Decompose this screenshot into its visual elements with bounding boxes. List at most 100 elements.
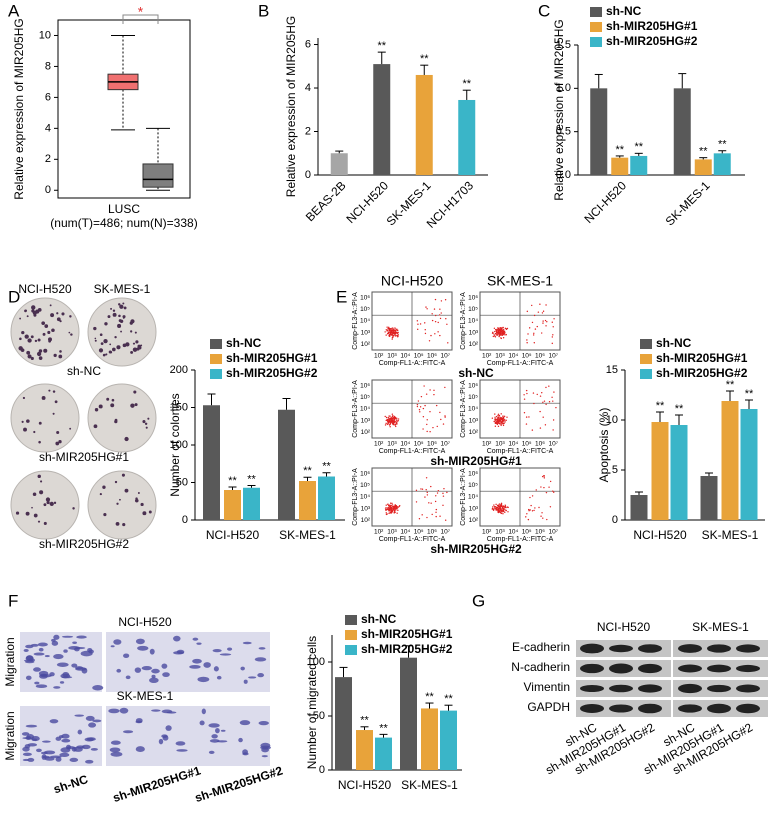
flow-event xyxy=(504,421,506,423)
flow-event xyxy=(446,323,448,326)
flow-axis-label: Comp-FL3-A::PI-A xyxy=(460,380,467,438)
flow-event xyxy=(500,424,502,427)
flow-event xyxy=(498,335,500,338)
colony xyxy=(133,390,137,394)
significance: ** xyxy=(377,40,386,52)
x-tick-label: NCI-H1703 xyxy=(424,178,477,231)
flow-tick-label: 10³ xyxy=(469,417,479,424)
y-tick-label: 1.0 xyxy=(556,82,571,94)
migrated-cell xyxy=(37,642,48,647)
flow-tick-label: 10⁴ xyxy=(468,318,478,325)
row-label: NCI-H520 xyxy=(118,615,172,629)
flow-tick-label: 10² xyxy=(361,517,371,524)
flow-tick-label: 10⁵ xyxy=(522,441,532,448)
migrated-cell xyxy=(38,670,49,677)
flow-event xyxy=(551,342,553,345)
flow-event xyxy=(386,326,388,328)
flow-event xyxy=(501,417,504,420)
migrated-cell xyxy=(162,672,170,678)
migrated-cell xyxy=(22,752,32,756)
flow-event xyxy=(440,300,443,302)
flow-event xyxy=(531,510,534,512)
colony xyxy=(116,502,119,505)
flow-event xyxy=(500,508,502,510)
flow-event xyxy=(385,329,388,331)
flow-tick-label: 10⁷ xyxy=(549,353,559,360)
flow-event xyxy=(499,418,502,420)
flow-event xyxy=(442,492,444,495)
flow-tick-label: 10³ xyxy=(361,417,371,424)
colony xyxy=(100,342,104,346)
flow-event xyxy=(425,489,427,491)
flow-event xyxy=(546,518,548,521)
colony xyxy=(117,323,122,328)
migrated-cell xyxy=(81,667,88,674)
flow-event xyxy=(391,338,393,340)
flow-event xyxy=(419,411,421,413)
bar xyxy=(299,481,316,520)
legend-swatch xyxy=(590,7,602,17)
flow-event xyxy=(502,326,504,329)
colony xyxy=(42,332,46,336)
flow-event xyxy=(392,332,394,335)
significance: ** xyxy=(634,141,643,153)
significance: ** xyxy=(726,379,735,391)
colony xyxy=(72,507,75,510)
flow-event xyxy=(429,389,431,391)
flow-event xyxy=(494,335,496,337)
flow-event xyxy=(498,333,501,335)
x-axis-label: (num(T)=486; num(N)=338) xyxy=(50,216,197,230)
bar xyxy=(721,401,739,520)
flow-event xyxy=(436,425,438,428)
flow-event xyxy=(396,417,398,420)
flow-event xyxy=(504,505,506,508)
flow-axis-label: Comp-FL3-A::PI-A xyxy=(460,468,467,526)
flow-event xyxy=(435,508,438,511)
flow-event xyxy=(390,510,393,513)
flow-event xyxy=(434,500,437,503)
flow-event xyxy=(424,404,426,407)
bar xyxy=(700,476,718,520)
flow-event xyxy=(541,475,544,478)
migrated-cell xyxy=(31,736,40,742)
y-tick-label: 2 xyxy=(45,153,51,165)
migrated-cell xyxy=(192,658,202,664)
blot-band xyxy=(736,664,760,673)
flow-event xyxy=(534,328,537,330)
migrated-cell xyxy=(55,756,62,762)
panel-letter: E xyxy=(336,287,347,306)
flow-tick-label: 10⁶ xyxy=(535,353,545,360)
colony xyxy=(129,321,133,325)
x-tick-label: SK-MES-1 xyxy=(401,778,458,792)
migrated-cell xyxy=(203,662,211,668)
row-label: SK-MES-1 xyxy=(117,689,174,703)
colony xyxy=(142,420,146,424)
flow-event xyxy=(502,415,504,417)
colony xyxy=(38,440,41,444)
flow-event xyxy=(444,415,446,417)
flow-event xyxy=(531,321,534,324)
flow-event xyxy=(500,502,503,504)
flow-event xyxy=(438,314,441,316)
flow-event xyxy=(497,327,499,330)
flow-event xyxy=(541,392,543,394)
flow-axis-label: Comp-FL1-A::FITC-A xyxy=(487,448,554,455)
flow-event xyxy=(416,405,419,408)
migrated-cell xyxy=(90,748,98,751)
colony xyxy=(21,330,25,335)
colony xyxy=(103,338,108,344)
flow-event xyxy=(440,418,442,421)
significance: ** xyxy=(322,461,331,473)
y-tick-label: 4 xyxy=(305,82,311,94)
flow-event xyxy=(504,327,507,330)
flow-tick-label: 10⁷ xyxy=(441,353,451,360)
flow-event xyxy=(530,504,532,507)
flow-event xyxy=(395,419,398,421)
y-tick-label: 2 xyxy=(305,125,311,137)
significance: ** xyxy=(656,400,665,412)
flow-event xyxy=(416,320,419,322)
y-tick-label: 0 xyxy=(182,514,188,526)
legend-label: sh-MIR205HG#2 xyxy=(226,366,318,380)
flow-event xyxy=(498,414,501,417)
